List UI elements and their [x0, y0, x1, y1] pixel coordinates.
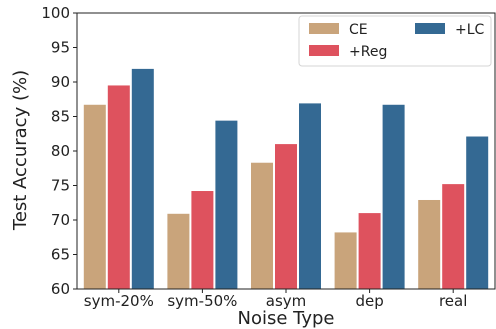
bar-lc-sym20	[131, 68, 154, 289]
y-axis-title-group: Test Accuracy (%)	[10, 70, 31, 231]
legend: CE +Reg +LC	[298, 15, 492, 67]
bar-lc-sym50	[215, 120, 238, 289]
x-tick-label: asym	[266, 292, 307, 310]
bar-reg-sym20	[107, 85, 130, 289]
y-axis-ticks: 60 65 70 75 80 85 90 95 100	[41, 4, 77, 298]
x-tick-label: sym-20%	[84, 292, 154, 310]
legend-label: +LC	[455, 22, 485, 38]
bar-lc-dep	[382, 104, 405, 290]
legend-swatch	[309, 23, 339, 34]
legend-label: CE	[349, 22, 368, 38]
y-axis-title: Test Accuracy (%)	[10, 70, 31, 231]
bar-ce-sym20	[83, 104, 106, 290]
y-tick-label: 100	[41, 4, 70, 22]
y-tick-label: 95	[51, 39, 70, 57]
plot-frame	[76, 12, 496, 290]
bar-ce-dep	[334, 232, 357, 289]
bar-reg-asym	[275, 144, 297, 289]
y-tick-label: 85	[51, 108, 70, 126]
x-tick-label: dep	[355, 292, 383, 310]
y-tick-label: 70	[51, 211, 70, 229]
y-tick-label: 80	[51, 142, 70, 160]
legend-label: +Reg	[349, 44, 387, 60]
bar-lc-real	[466, 136, 489, 289]
legend-swatch	[309, 45, 339, 56]
x-tick-label: real	[439, 292, 467, 310]
bars	[83, 68, 489, 290]
bar-ce-sym50	[167, 213, 190, 289]
y-tick-label: 60	[51, 280, 70, 298]
bar-ce-asym	[251, 162, 273, 289]
y-tick-label: 65	[51, 246, 70, 264]
bar-reg-dep	[358, 213, 381, 289]
legend-swatch	[415, 23, 445, 34]
y-tick-label: 75	[51, 177, 70, 195]
bar-lc-asym	[299, 103, 321, 289]
x-tick-label: sym-50%	[167, 292, 237, 310]
y-tick-label: 90	[51, 73, 70, 91]
x-axis-title: Noise Type	[238, 308, 335, 329]
bar-reg-real	[442, 184, 465, 289]
bar-reg-sym50	[191, 191, 214, 289]
x-axis-ticks: sym-20% sym-50% asym dep real	[84, 289, 467, 310]
bar-ce-real	[418, 199, 441, 289]
